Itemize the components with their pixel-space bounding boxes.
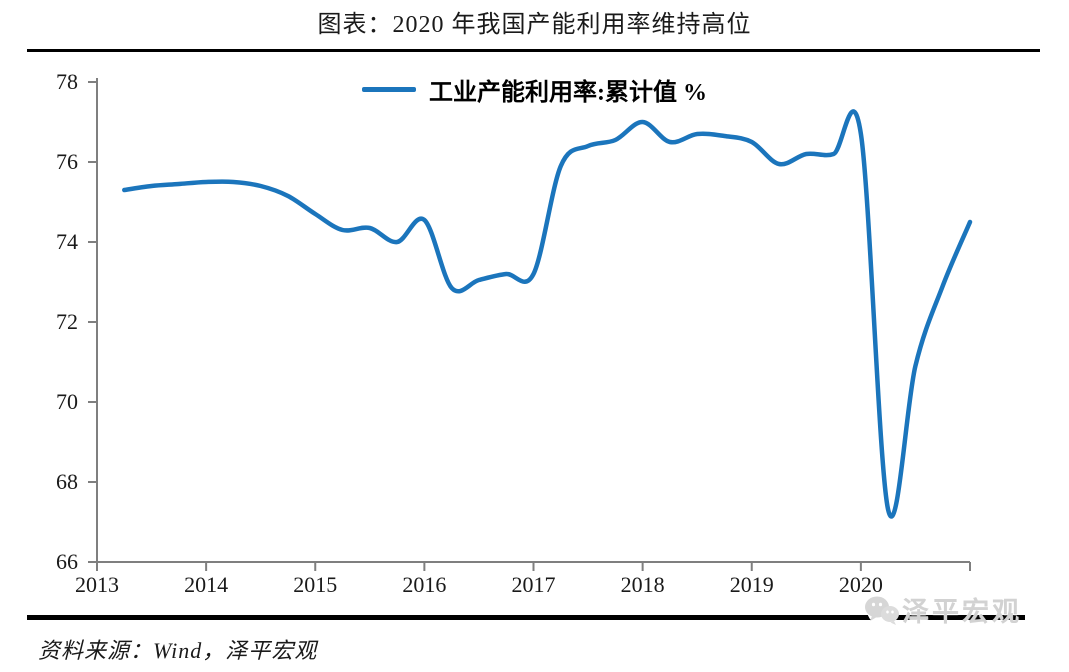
- page-title: 图表：2020 年我国产能利用率维持高位: [317, 12, 752, 38]
- title-divider: [27, 49, 1040, 52]
- legend-label: 工业产能利用率:累计值 %: [429, 79, 707, 106]
- y-tick-label: 72: [56, 309, 78, 334]
- y-tick-label: 74: [56, 229, 78, 254]
- x-tick-label: 2018: [620, 572, 665, 597]
- x-tick-label: 2013: [75, 572, 119, 597]
- wechat-icon: [865, 595, 899, 625]
- legend-line-swatch: [362, 86, 416, 92]
- bottom-divider-bar: [27, 615, 1025, 620]
- watermark-text: 泽平宏观: [902, 597, 1022, 627]
- x-tick-label: 2015: [293, 572, 338, 597]
- x-tick-label: 2017: [511, 572, 556, 597]
- x-tick-label: 2016: [402, 572, 447, 597]
- x-tick-label: 2020: [838, 572, 883, 597]
- y-tick-label: 70: [56, 389, 78, 414]
- x-tick-label: 2019: [729, 572, 774, 597]
- y-tick-label: 68: [56, 469, 78, 494]
- x-tick-label: 2014: [184, 572, 229, 597]
- y-tick-label: 78: [56, 69, 78, 94]
- legend: 工业产能利用率:累计值 %: [0, 72, 1069, 106]
- y-tick-label: 66: [56, 549, 78, 574]
- capacity-utilization-line: [122, 109, 973, 519]
- y-tick-label: 76: [56, 149, 78, 174]
- watermark: 泽平宏观: [862, 594, 1022, 630]
- source-text: 资料来源：Wind，泽平宏观: [38, 638, 318, 663]
